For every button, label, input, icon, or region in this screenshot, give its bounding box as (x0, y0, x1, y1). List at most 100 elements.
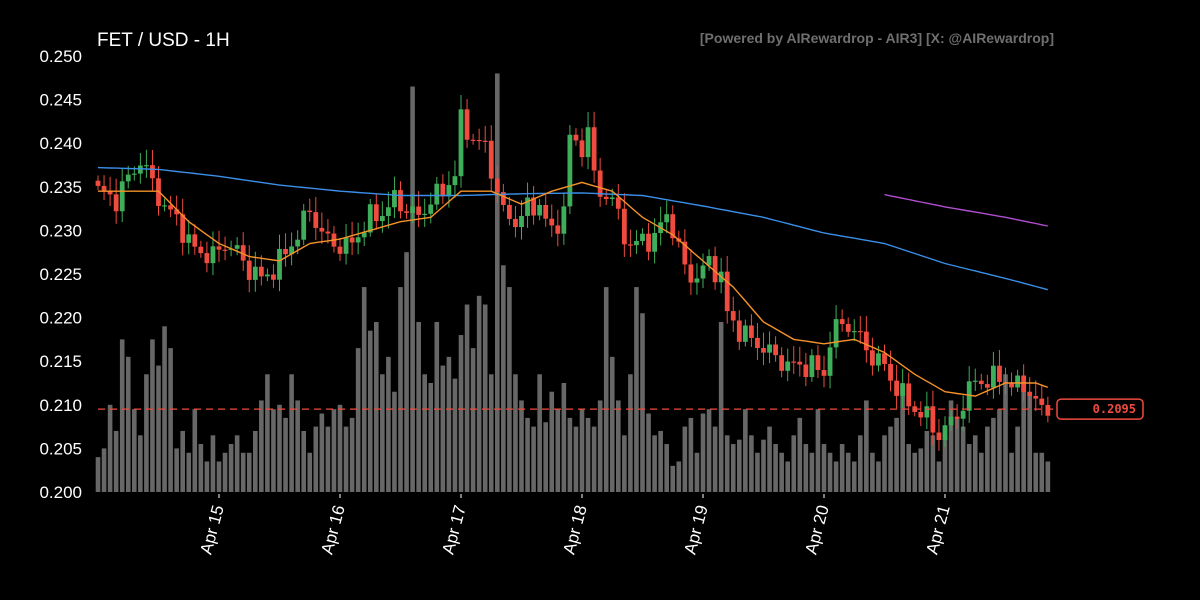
volume-bars (95, 73, 1051, 493)
candle-body (271, 274, 276, 280)
candle-body (246, 260, 252, 280)
volume-bar (567, 417, 573, 492)
volume-bar (307, 452, 313, 492)
volume-bar (912, 452, 918, 492)
volume-bar (452, 378, 458, 492)
candle-body (827, 347, 833, 376)
volume-bar (204, 461, 210, 492)
candle-body (398, 190, 403, 212)
volume-bar (125, 356, 131, 492)
candle-body (367, 204, 373, 233)
volume-bar (640, 313, 645, 492)
y-axis: 0.250 0.245 0.240 0.235 0.230 0.225 0.220 0.215… (39, 47, 82, 502)
candle-body (555, 225, 561, 234)
candle-body (162, 205, 167, 207)
volume-bar (730, 444, 736, 492)
volume-bar (712, 426, 718, 492)
candle-body (234, 245, 240, 249)
volume-bar (180, 430, 185, 492)
volume-bar (882, 435, 887, 492)
volume-bar (694, 452, 700, 492)
candle-body (773, 344, 778, 356)
volume-bar (864, 400, 869, 492)
volume-bar (924, 430, 930, 492)
volume-bar (634, 287, 639, 492)
candle-body (101, 185, 107, 192)
volume-bar (495, 73, 500, 492)
candle-body (144, 165, 149, 167)
candle-body (379, 216, 385, 222)
volume-bar (253, 430, 258, 492)
candle-body (95, 180, 101, 186)
candle-body (851, 331, 857, 333)
candle-body (343, 237, 349, 254)
candle-body (561, 206, 567, 234)
candle-body (361, 232, 367, 238)
candle-body (930, 406, 936, 433)
volume-bar (628, 374, 633, 492)
candle-body (240, 245, 246, 261)
candle-body (295, 239, 301, 247)
volume-bar (380, 374, 385, 492)
candle-body (791, 361, 797, 363)
volume-bar (936, 461, 942, 492)
candle-body (301, 210, 307, 240)
candle-body (694, 278, 700, 283)
volume-bar (906, 444, 911, 492)
volume-bar (815, 409, 821, 492)
volume-bar (537, 374, 542, 492)
y-tick-label: 0.235 (39, 178, 82, 197)
candle-body (204, 253, 210, 264)
volume-bar (616, 400, 621, 492)
volume-bar (440, 365, 446, 492)
candle-body (706, 256, 712, 266)
candle-body (1039, 398, 1045, 405)
volume-bar (755, 452, 760, 492)
volume-bar (355, 348, 361, 492)
candle-body (978, 380, 984, 385)
volume-bar (331, 409, 337, 492)
volume-bar (991, 417, 996, 492)
candle-body (924, 406, 930, 418)
volume-bar (858, 435, 863, 492)
volume-bar (361, 287, 367, 492)
y-tick-label: 0.250 (39, 47, 82, 66)
candle-body (307, 210, 313, 213)
volume-bar (573, 426, 579, 492)
volume-bar (525, 417, 530, 492)
y-tick-label: 0.245 (39, 91, 82, 110)
candle-body (252, 266, 258, 280)
volume-bar (392, 391, 397, 492)
moving-average-lines (97, 166, 1049, 397)
volume-bar (821, 444, 827, 492)
y-tick-label: 0.215 (39, 352, 82, 371)
volume-bar (985, 426, 990, 492)
candle-body (857, 331, 863, 333)
ema-short-line (98, 181, 1049, 397)
candle-body (809, 355, 815, 377)
candle-body (258, 266, 264, 277)
volume-bar (119, 339, 125, 492)
candle-body (1009, 382, 1014, 388)
candle-body (960, 410, 966, 419)
candle-body (942, 425, 948, 441)
candle-body (894, 380, 899, 396)
volume-bar (658, 430, 663, 492)
volume-bar (216, 461, 222, 492)
volume-bar (265, 374, 270, 492)
volume-bar (839, 444, 845, 492)
candle-body (664, 214, 670, 223)
volume-bar (228, 444, 234, 492)
candle-body (404, 211, 409, 213)
chart-title: FET / USD - 1H (97, 30, 230, 51)
candle-body (107, 191, 113, 195)
volume-bar (997, 409, 1002, 492)
volume-bar (894, 417, 899, 492)
volume-bar (652, 435, 657, 492)
volume-bar (416, 321, 421, 492)
volume-bar (531, 426, 536, 492)
volume-bar (797, 417, 803, 492)
volume-bar (519, 400, 524, 492)
candle-body (640, 233, 645, 241)
volume-bar (386, 356, 391, 492)
